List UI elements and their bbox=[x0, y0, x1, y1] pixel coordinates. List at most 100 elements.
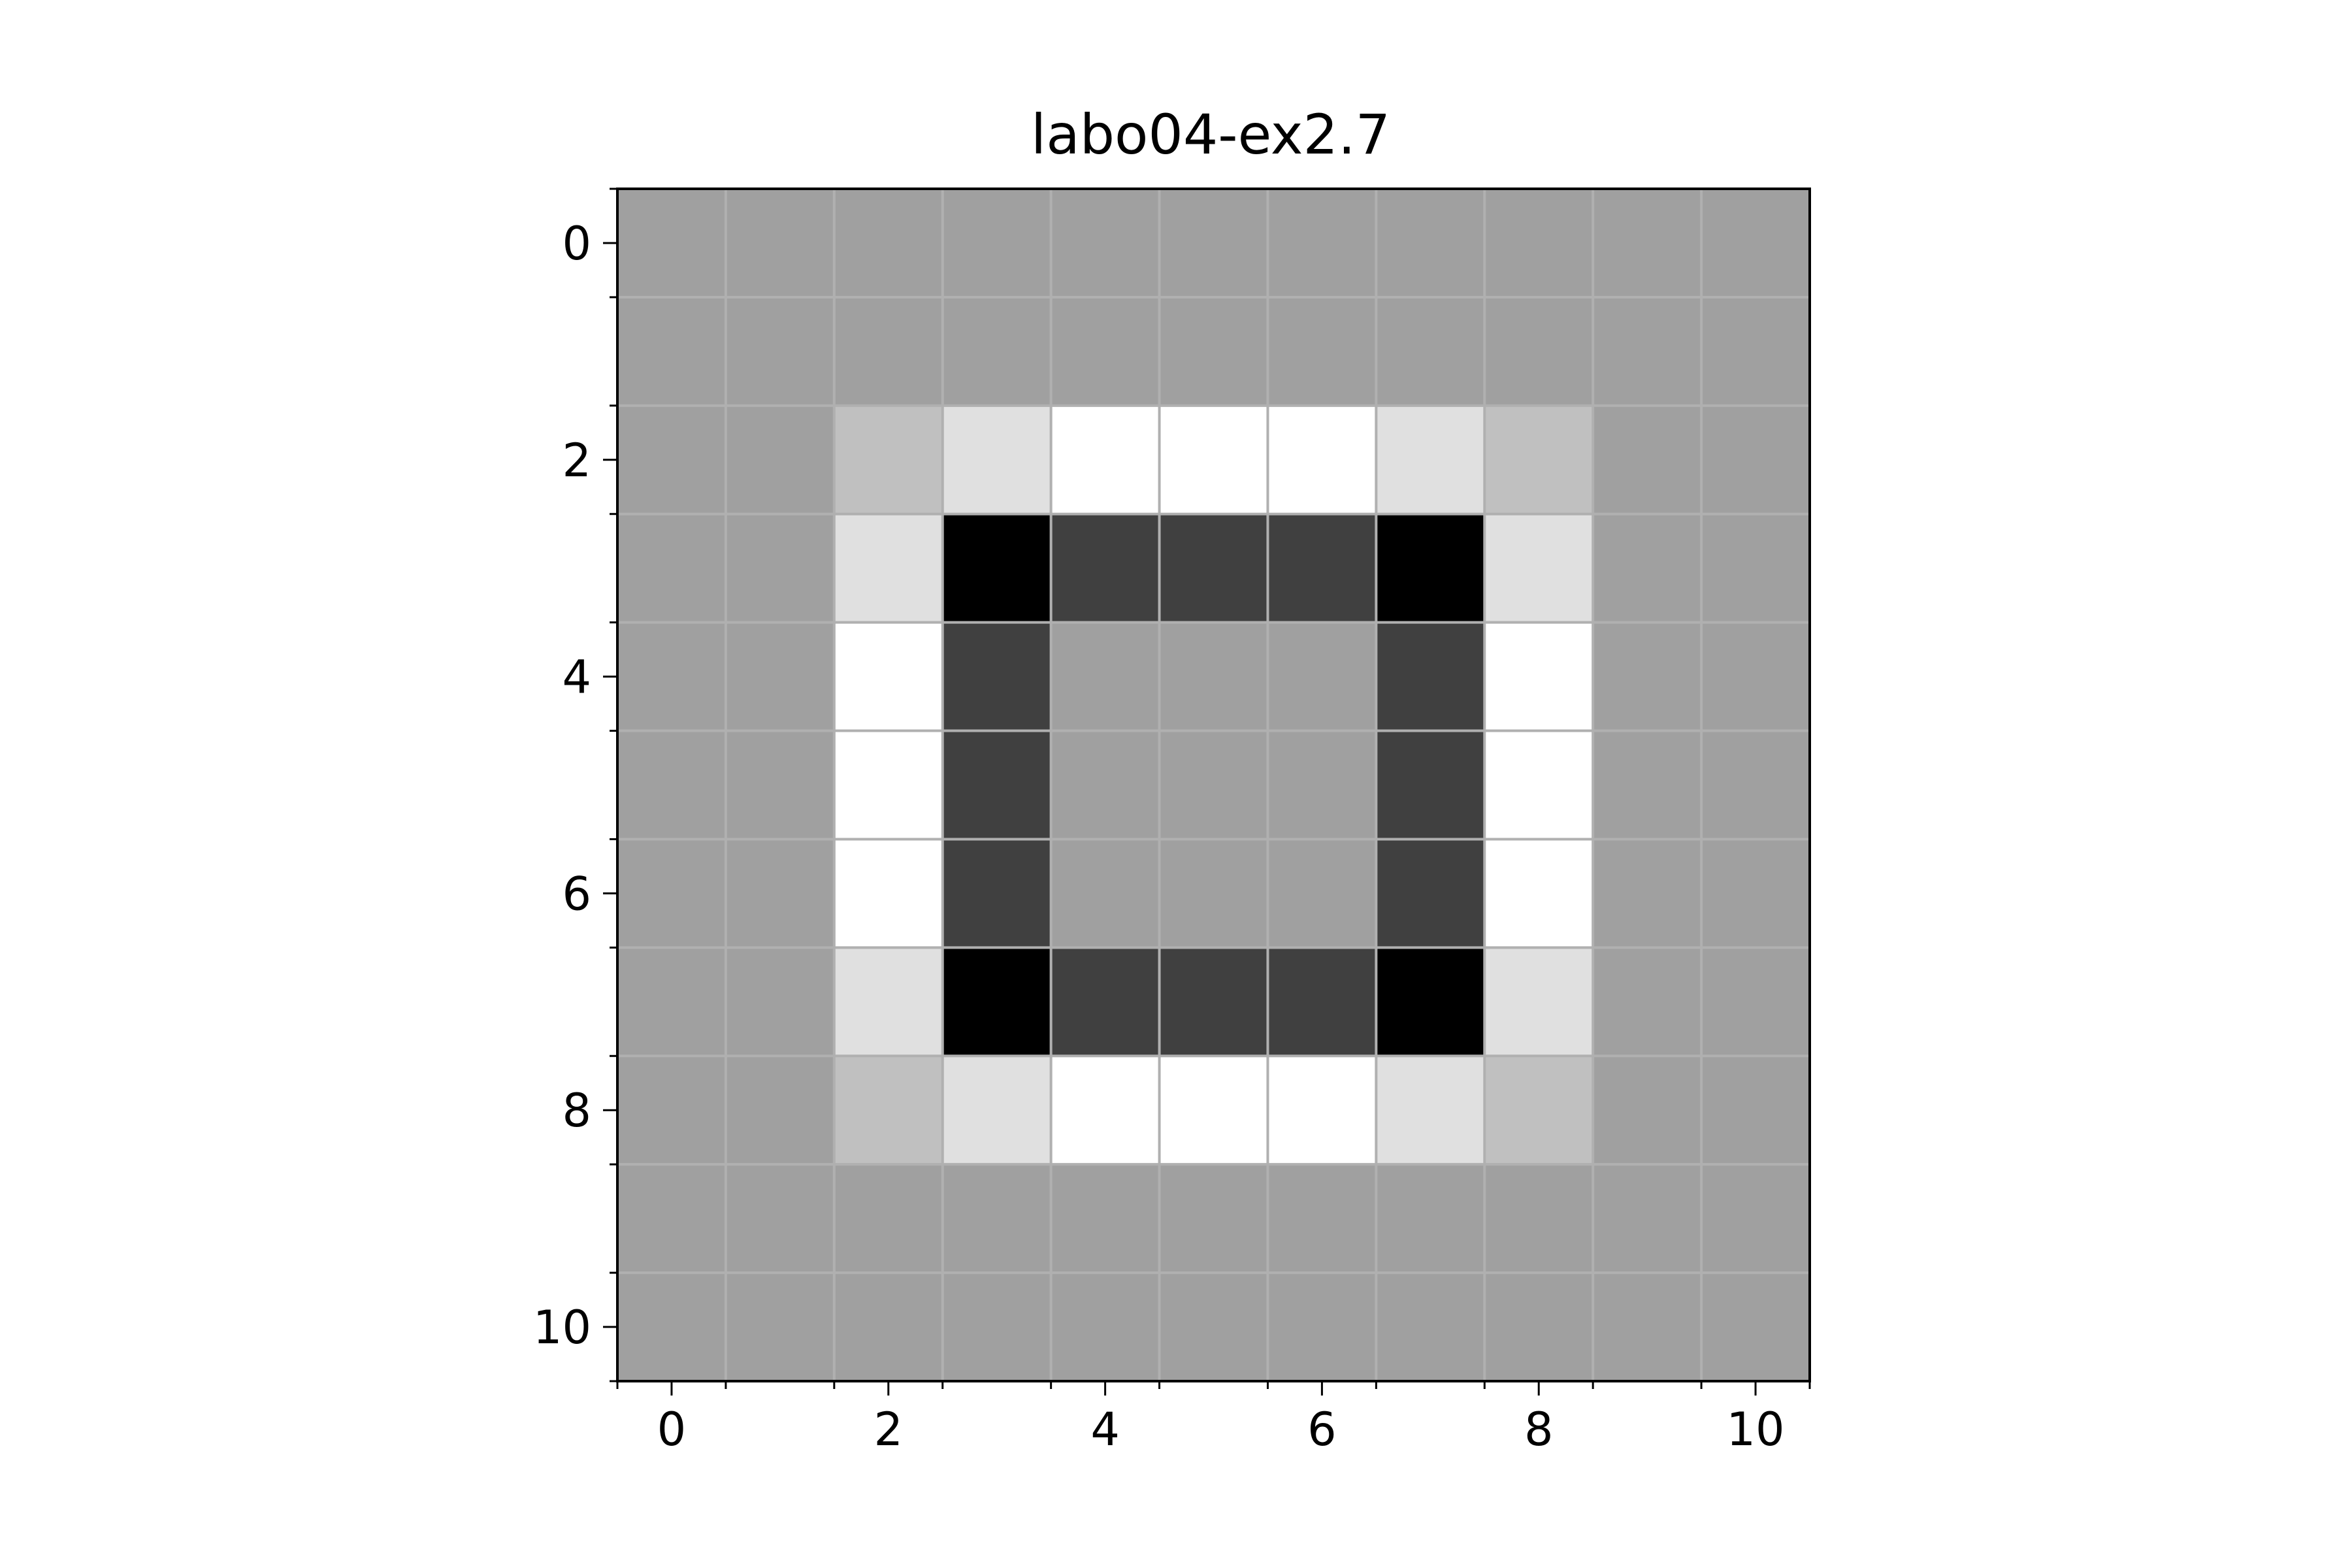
heatmap-cell bbox=[1267, 1273, 1377, 1382]
heatmap-cell bbox=[617, 1164, 727, 1273]
heatmap-cell bbox=[1701, 839, 1810, 948]
heatmap-cell bbox=[617, 622, 727, 732]
heatmap-cell bbox=[1701, 1056, 1810, 1165]
y-tick-label: 4 bbox=[562, 651, 591, 704]
y-tick-label: 2 bbox=[562, 434, 591, 487]
heatmap-cell bbox=[1701, 297, 1810, 406]
heatmap-cell bbox=[1484, 1056, 1593, 1165]
heatmap-cell bbox=[1484, 730, 1593, 840]
heatmap-cell bbox=[617, 514, 727, 623]
grid-lines bbox=[617, 189, 1810, 1381]
heatmap-cell bbox=[725, 622, 835, 732]
heatmap-cell bbox=[617, 1056, 727, 1165]
plot-frame bbox=[616, 188, 1811, 1382]
heatmap-cell bbox=[1159, 189, 1268, 298]
heatmap-cell bbox=[1051, 1273, 1160, 1382]
heatmap-cell bbox=[1159, 297, 1268, 406]
heatmap-cell bbox=[1051, 947, 1160, 1056]
heatmap-cell bbox=[1267, 1056, 1377, 1165]
heatmap-cell bbox=[1593, 405, 1702, 515]
heatmap-cell bbox=[1376, 1273, 1485, 1382]
heatmap-cell bbox=[1593, 189, 1702, 298]
heatmap-cell bbox=[942, 1164, 1052, 1273]
chart-title: labo04-ex2.7 bbox=[1031, 103, 1390, 167]
heatmap-cell bbox=[942, 839, 1052, 948]
heatmap-cell bbox=[725, 1056, 835, 1165]
x-axis: 0 2 4 6 8 10 bbox=[616, 1381, 1811, 1456]
heatmap-cell bbox=[1593, 1164, 1702, 1273]
heatmap-cell bbox=[617, 947, 727, 1056]
heatmap-cell bbox=[617, 189, 727, 298]
x-tick-label: 2 bbox=[874, 1403, 903, 1456]
heatmap-cell bbox=[834, 189, 943, 298]
heatmap-cell bbox=[834, 297, 943, 406]
heatmap-cell bbox=[942, 297, 1052, 406]
heatmap-cell bbox=[617, 405, 727, 515]
heatmap-cell bbox=[725, 1164, 835, 1273]
heatmap-cell bbox=[834, 405, 943, 515]
heatmap-cells bbox=[617, 189, 1810, 1382]
heatmap-cell bbox=[942, 189, 1052, 298]
heatmap-cell bbox=[1484, 514, 1593, 623]
heatmap-cell bbox=[942, 514, 1052, 623]
heatmap-cell bbox=[1484, 839, 1593, 948]
heatmap-cell bbox=[617, 1273, 727, 1382]
heatmap-cell bbox=[834, 839, 943, 948]
heatmap-cell bbox=[834, 947, 943, 1056]
heatmap-cell bbox=[1267, 189, 1377, 298]
heatmap-cell bbox=[942, 405, 1052, 515]
heatmap-cell bbox=[1376, 189, 1485, 298]
heatmap-cell bbox=[1593, 730, 1702, 840]
heatmap-cell bbox=[1267, 839, 1377, 948]
heatmap-cell bbox=[1051, 730, 1160, 840]
heatmap-cell bbox=[942, 1273, 1052, 1382]
heatmap-cell bbox=[1376, 1056, 1485, 1165]
heatmap-cell bbox=[1376, 297, 1485, 406]
x-tick-label: 4 bbox=[1090, 1403, 1120, 1456]
heatmap-cell bbox=[1484, 297, 1593, 406]
heatmap-cell bbox=[1484, 1164, 1593, 1273]
heatmap-cell bbox=[1051, 189, 1160, 298]
heatmap-cell bbox=[725, 297, 835, 406]
heatmap-cell bbox=[1051, 839, 1160, 948]
heatmap-cell bbox=[1376, 1164, 1485, 1273]
heatmap-cell bbox=[1051, 1056, 1160, 1165]
x-tick-label: 10 bbox=[1727, 1403, 1785, 1456]
heatmap-cell bbox=[1701, 1273, 1810, 1382]
heatmap-cell bbox=[834, 514, 943, 623]
heatmap-cell bbox=[617, 730, 727, 840]
heatmap-cell bbox=[1376, 839, 1485, 948]
heatmap-cell bbox=[617, 297, 727, 406]
heatmap-cell bbox=[1701, 514, 1810, 623]
heatmap-cell bbox=[1593, 622, 1702, 732]
heatmap-cell bbox=[1159, 1164, 1268, 1273]
x-tick-label: 8 bbox=[1524, 1403, 1554, 1456]
heatmap-cell bbox=[1484, 189, 1593, 298]
heatmap-cell bbox=[1484, 405, 1593, 515]
heatmap-cell bbox=[1484, 947, 1593, 1056]
heatmap-cell bbox=[1593, 839, 1702, 948]
heatmap-cell bbox=[1051, 297, 1160, 406]
heatmap-cell bbox=[1484, 622, 1593, 732]
heatmap-cell bbox=[725, 947, 835, 1056]
heatmap-cell bbox=[1267, 405, 1377, 515]
heatmap-cell bbox=[942, 947, 1052, 1056]
heatmap-cell bbox=[834, 1273, 943, 1382]
heatmap-cell bbox=[1051, 1164, 1160, 1273]
heatmap-cell bbox=[834, 622, 943, 732]
heatmap-cell bbox=[1159, 1273, 1268, 1382]
heatmap-cell bbox=[1267, 947, 1377, 1056]
heatmap-cell bbox=[1267, 514, 1377, 623]
heatmap-cell bbox=[725, 1273, 835, 1382]
heatmap-cell bbox=[1593, 947, 1702, 1056]
heatmap-cell bbox=[1593, 297, 1702, 406]
heatmap-cell bbox=[725, 189, 835, 298]
heatmap-cell bbox=[617, 839, 727, 948]
heatmap-cell bbox=[1701, 947, 1810, 1056]
heatmap-cell bbox=[1159, 514, 1268, 623]
heatmap-cell bbox=[1267, 1164, 1377, 1273]
heatmap-cell bbox=[1484, 1273, 1593, 1382]
heatmap-cell bbox=[1376, 622, 1485, 732]
heatmap-cell bbox=[1267, 730, 1377, 840]
